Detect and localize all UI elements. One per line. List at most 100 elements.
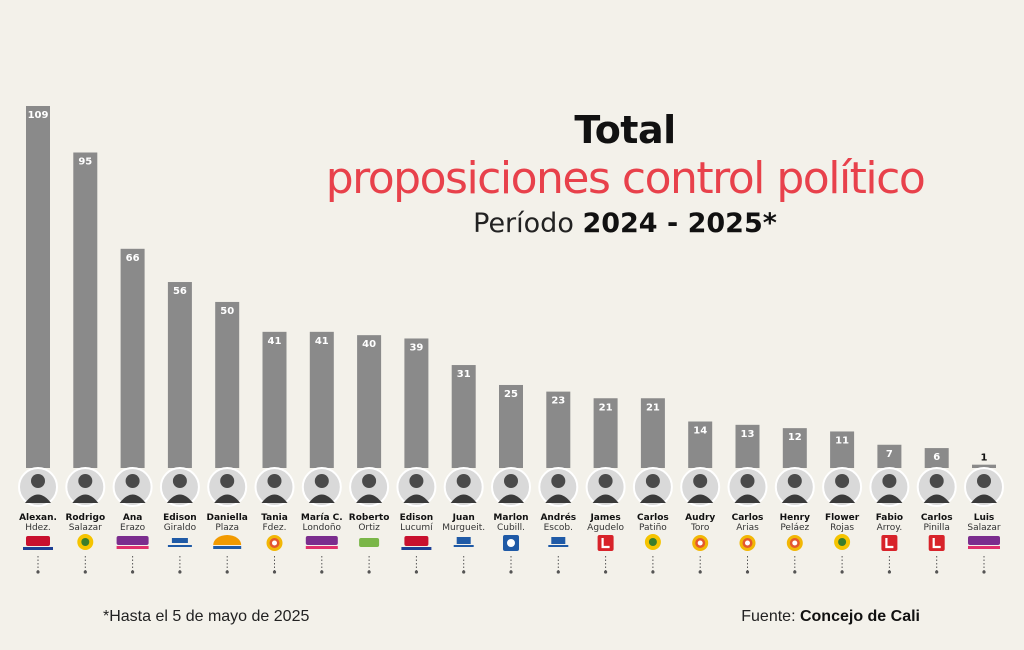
avatar-icon [822, 467, 863, 507]
candidate-last-name: Arias [736, 523, 759, 533]
data-label: 21 [599, 402, 613, 413]
avatar-icon [538, 467, 579, 507]
party-logo-icon [968, 536, 1000, 549]
bar [782, 428, 807, 468]
candidate-first-name: Roberto [349, 513, 390, 523]
candidate-first-name: Luis [974, 513, 995, 523]
avatar-icon [443, 467, 484, 507]
candidate-last-name: Hdez. [25, 523, 51, 533]
candidate-first-name: María C. [301, 513, 343, 523]
bar [546, 391, 571, 468]
party-logo-icon [453, 537, 474, 547]
bar [688, 421, 713, 468]
bar [830, 431, 855, 468]
candidate-first-name: Henry [780, 513, 810, 523]
candidate-last-name: Peláez [780, 523, 809, 533]
candidate-first-name: Alexan. [19, 513, 57, 523]
avatar-icon [18, 467, 58, 507]
candidate-last-name: Lucumí [400, 523, 433, 533]
data-label: 109 [28, 110, 49, 121]
candidate-last-name: Plaza [215, 523, 239, 533]
party-logo-icon [548, 537, 569, 547]
connector-dot [887, 570, 892, 574]
data-label: 95 [78, 156, 92, 167]
party-logo-icon [401, 536, 432, 550]
connector-dot [320, 570, 324, 574]
candidate-first-name: Rodrigo [65, 513, 105, 523]
candidate-last-name: Salazar [69, 523, 102, 533]
data-label: 14 [693, 426, 707, 437]
period-label: Período [473, 208, 574, 239]
connector-dot [83, 570, 87, 574]
candidate-last-name: Fdez. [262, 523, 286, 533]
candidate-first-name: Tania [261, 513, 288, 523]
party-logo-icon [834, 534, 851, 550]
candidate-first-name: Marlon [493, 513, 528, 523]
bar [972, 464, 996, 468]
avatar-icon [112, 467, 153, 507]
bar [357, 335, 382, 468]
connector-dot [982, 570, 986, 574]
connector-dot [935, 570, 939, 574]
party-logo-icon [597, 535, 614, 551]
avatar-icon [916, 467, 957, 507]
data-label: 25 [504, 389, 518, 400]
connector-dot [131, 570, 135, 574]
candidate-first-name: Ana [123, 513, 142, 523]
candidate-first-name: Carlos [921, 513, 953, 523]
party-logo-icon [881, 535, 898, 551]
data-label: 41 [315, 336, 329, 347]
avatar-icon [65, 467, 106, 507]
party-logo-icon [167, 538, 192, 547]
data-label: 56 [173, 286, 187, 297]
bar [593, 398, 618, 468]
bar-group: 41 María C.Londoño [301, 331, 343, 574]
avatar-icon [349, 467, 390, 507]
chart-title-block: Total proposiciones control político Per… [300, 108, 950, 242]
bar [404, 338, 429, 468]
avatar-icon [207, 467, 248, 507]
bar [499, 384, 523, 468]
bar [735, 424, 760, 468]
candidate-last-name: Cubill. [497, 523, 525, 533]
party-logo-icon [786, 535, 803, 551]
bar [924, 448, 949, 468]
candidate-first-name: Daniella [207, 513, 248, 523]
avatar-icon [632, 467, 673, 507]
connector-dot [840, 570, 844, 574]
avatar-icon [585, 467, 626, 507]
source-line: Fuente: Concejo de Cali [741, 608, 920, 626]
candidate-last-name: Giraldo [164, 523, 197, 533]
data-label: 7 [886, 449, 893, 460]
candidate-first-name: Juan [452, 513, 475, 523]
connector-dot [745, 570, 750, 574]
source-label: Fuente: [741, 608, 796, 625]
bar [73, 152, 98, 468]
candidate-first-name: Edison [163, 513, 197, 523]
candidate-last-name: Londoño [303, 523, 342, 533]
bar [451, 365, 476, 468]
data-label: 6 [933, 452, 940, 463]
candidate-last-name: Murgueit. [442, 523, 485, 533]
party-logo-icon [644, 534, 661, 550]
bar [640, 398, 665, 468]
chart-title: Total [574, 108, 676, 152]
data-label: 40 [362, 339, 376, 350]
candidate-first-name: Carlos [637, 513, 669, 523]
bar-group: 109 Alexan.Hdez. [18, 106, 58, 574]
data-label: 11 [835, 435, 849, 446]
bar [120, 248, 145, 468]
data-label: 23 [551, 396, 565, 407]
data-label: 50 [220, 306, 234, 317]
